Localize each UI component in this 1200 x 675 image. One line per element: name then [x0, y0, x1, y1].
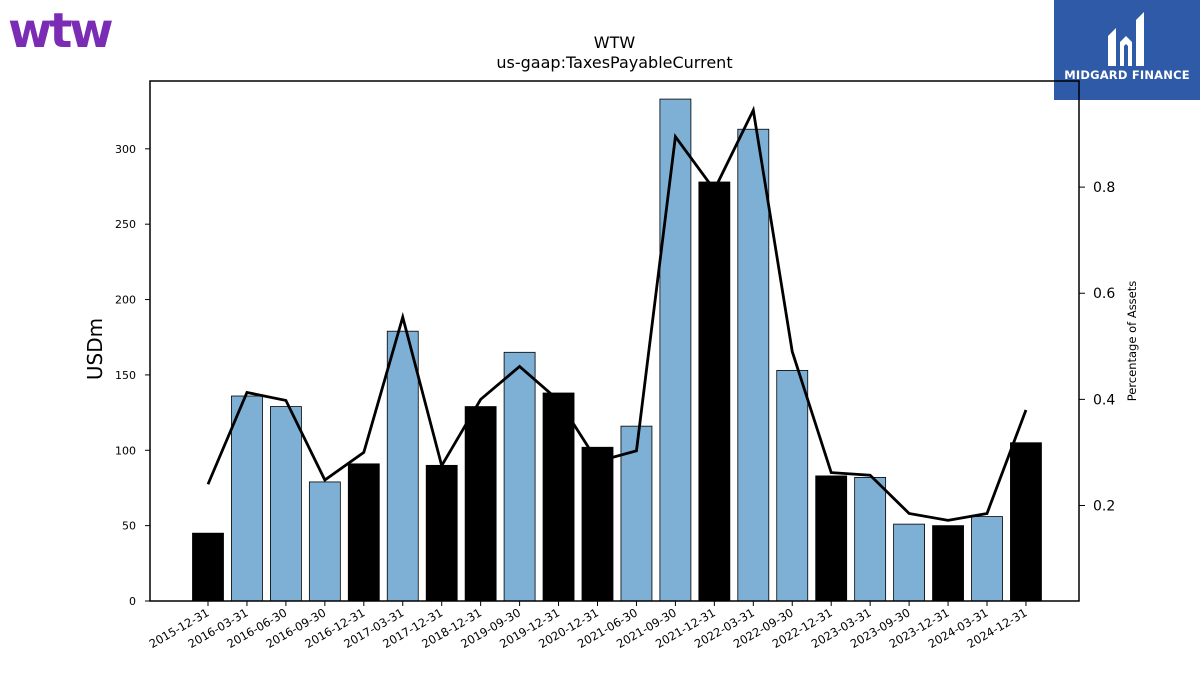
- y2-axis-label: Percentage of Assets: [1125, 281, 1139, 402]
- bar: [581, 446, 614, 602]
- y2-tick-label: 0.2: [1093, 498, 1115, 514]
- bar: [542, 392, 575, 602]
- bar: [1010, 442, 1042, 602]
- y-tick-label: 50: [122, 520, 136, 533]
- bar: [737, 128, 770, 602]
- y2-tick-label: 0.4: [1093, 392, 1115, 408]
- bar: [776, 369, 809, 602]
- bar: [386, 330, 419, 602]
- bar: [659, 98, 692, 602]
- bar: [893, 523, 925, 602]
- y-tick-label: 250: [115, 218, 136, 231]
- bar: [503, 351, 536, 602]
- y-tick-label: 100: [115, 444, 136, 457]
- bar: [971, 516, 1003, 602]
- brand-logo-icon: [1108, 12, 1144, 66]
- bar: [620, 425, 653, 602]
- y2-tick-label: 0.6: [1093, 286, 1115, 302]
- y-tick-label: 150: [115, 369, 136, 382]
- brand-badge-text: MIDGARD FINANCE: [1064, 68, 1190, 82]
- bar: [464, 406, 497, 602]
- y-tick-label: 300: [115, 143, 136, 156]
- y-axis-label: USDm: [83, 318, 107, 380]
- bar: [932, 525, 964, 602]
- bar: [231, 395, 263, 602]
- plot-frame: [149, 80, 1080, 602]
- bar: [269, 406, 302, 602]
- bar: [347, 463, 380, 602]
- bar: [854, 477, 887, 602]
- y-tick-label: 0: [129, 595, 136, 608]
- chart-subtitle: us-gaap:TaxesPayableCurrent: [496, 53, 732, 72]
- bar: [698, 181, 731, 602]
- chart-title: WTW: [594, 33, 636, 52]
- bar: [308, 481, 341, 602]
- bar: [425, 464, 458, 602]
- percentage-line: [206, 105, 1028, 522]
- company-logo: wtw: [8, 3, 114, 59]
- bar: [815, 475, 848, 602]
- y-tick-label: 200: [115, 294, 136, 307]
- y2-tick-label: 0.8: [1093, 180, 1115, 196]
- bar: [192, 532, 224, 602]
